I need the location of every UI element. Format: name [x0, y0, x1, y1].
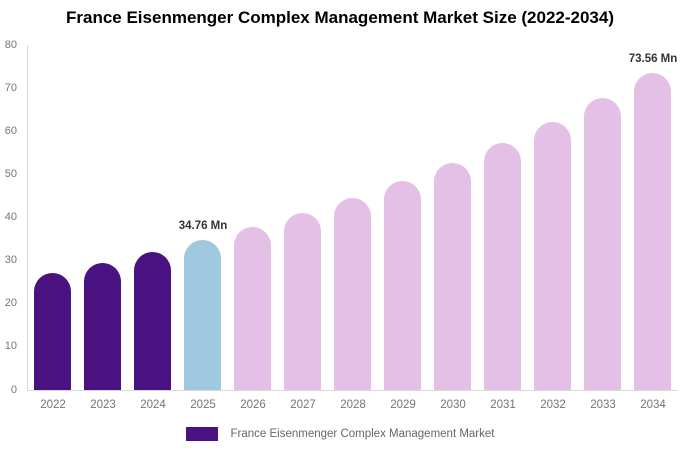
- bar-2025: [184, 240, 221, 390]
- bar-slot: [578, 45, 628, 390]
- x-tick-label: 2029: [390, 399, 416, 411]
- bar-value-label: 34.76 Mn: [178, 220, 228, 233]
- bar-value-label: 73.56 Mn: [628, 52, 678, 65]
- bar-2028: [334, 197, 371, 390]
- y-tick-label: 10: [4, 340, 17, 353]
- x-tick-label: 2023: [90, 399, 116, 411]
- legend-swatch: [185, 427, 218, 441]
- y-tick-label: 60: [4, 124, 17, 137]
- bar-2022: [34, 273, 71, 390]
- x-tick-label: 2034: [640, 399, 666, 411]
- bar-slot: [228, 45, 278, 390]
- y-tick-label: 40: [4, 211, 17, 223]
- y-axis-line: [27, 45, 28, 390]
- bar-2034: [634, 72, 671, 390]
- x-tick-label: 2026: [240, 399, 266, 411]
- y-tick-label: 50: [4, 167, 17, 180]
- y-tick-label: 20: [4, 297, 17, 310]
- bar-2026: [234, 227, 271, 390]
- x-tick-label: 2022: [40, 399, 66, 411]
- bar-slot: 73.56 Mn: [628, 45, 678, 390]
- bar-slot: [278, 45, 328, 390]
- x-tick-label: 2033: [590, 399, 616, 411]
- bar-2024: [134, 252, 171, 390]
- y-tick-label: 70: [4, 81, 17, 94]
- x-axis-line: [27, 390, 678, 391]
- x-tick-label: 2028: [340, 399, 366, 411]
- bar-slot: [378, 45, 428, 390]
- bar-slot: [478, 45, 528, 390]
- bar-2031: [484, 142, 521, 390]
- bar-2023: [84, 263, 121, 390]
- bar-slot: 34.76 Mn: [178, 45, 228, 390]
- legend: France Eisenmenger Complex Management Ma…: [0, 424, 680, 444]
- bar-slot: [128, 45, 178, 390]
- x-tick-label: 2030: [440, 399, 466, 411]
- y-tick-label: 80: [4, 38, 17, 51]
- bar-2027: [284, 212, 321, 390]
- x-tick-label: 2032: [540, 399, 566, 411]
- bar-2033: [584, 98, 621, 390]
- chart-title: France Eisenmenger Complex Management Ma…: [66, 8, 614, 27]
- bar-slot: [528, 45, 578, 390]
- legend-label: France Eisenmenger Complex Management Ma…: [230, 428, 495, 440]
- bar-2032: [534, 121, 571, 390]
- x-tick-label: 2027: [290, 399, 316, 411]
- bar-2030: [434, 162, 471, 390]
- bar-slot: [428, 45, 478, 390]
- bar-slot: [78, 45, 128, 390]
- x-tick-label: 2025: [190, 399, 216, 411]
- bar-slot: [328, 45, 378, 390]
- x-tick-label: 2031: [490, 399, 516, 411]
- x-tick-label: 2024: [140, 399, 166, 411]
- bar-slot: [28, 45, 78, 390]
- y-tick-label: 0: [10, 383, 17, 396]
- y-tick-label: 30: [4, 254, 17, 267]
- bar-2029: [384, 180, 421, 390]
